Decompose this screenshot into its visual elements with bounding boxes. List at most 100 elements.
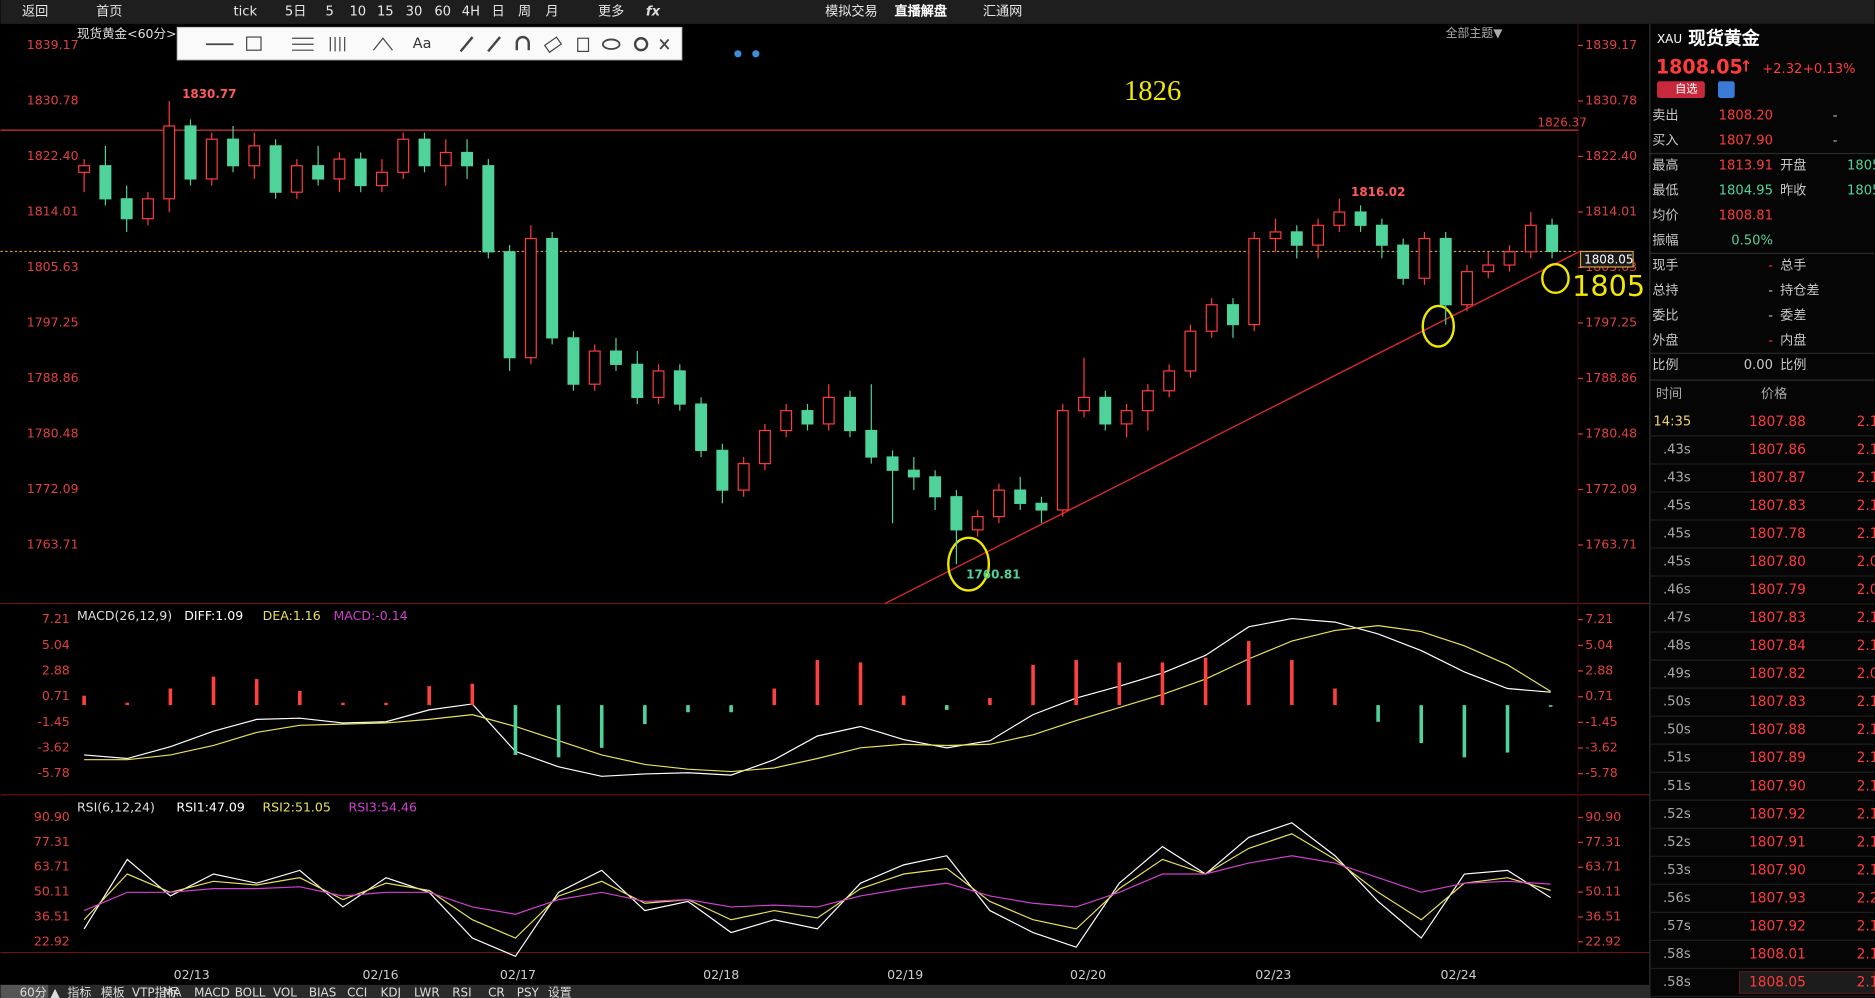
- bottom-tab: CCI: [347, 986, 367, 998]
- y-tick-label: 1839.17: [1585, 37, 1637, 52]
- candle-body: [907, 469, 920, 478]
- bottom-tab: PSY: [517, 986, 540, 998]
- indicator-line: [83, 855, 1551, 915]
- trade-volume: 2.1: [1857, 834, 1875, 850]
- trade-time: .51s: [1663, 751, 1691, 766]
- candle-body: [1439, 237, 1452, 306]
- candle-body: [1056, 410, 1069, 511]
- trade-volume: 2.1: [1857, 946, 1875, 962]
- trade-volume: 2.1: [1857, 414, 1875, 430]
- macd-bar: [1117, 662, 1122, 706]
- quote-cell: 最高: [1652, 156, 1678, 173]
- tool-close[interactable]: [659, 38, 670, 50]
- toolbar-item: 模拟交易: [825, 2, 878, 19]
- toolbar-item: fx: [646, 4, 661, 19]
- macd-bar: [1074, 660, 1078, 706]
- y-tick-label: -1.45: [37, 714, 69, 729]
- tool-magnet[interactable]: [515, 35, 530, 51]
- trade-volume: 2.1: [1857, 470, 1875, 486]
- candle-body: [397, 138, 410, 173]
- candle-body: [269, 145, 282, 193]
- marker-circle: [947, 536, 991, 592]
- macd-bar: [1462, 705, 1467, 758]
- quote-cell: 1805: [1847, 158, 1875, 173]
- candle-body: [695, 403, 708, 451]
- candle-body: [1418, 237, 1431, 279]
- y-tick-label: 1780.48: [1585, 425, 1637, 440]
- candle-body: [78, 165, 91, 173]
- legend-entry: DIFF:1.09: [184, 608, 243, 623]
- y-tick-label: 1788.86: [1585, 370, 1637, 385]
- tool-gann[interactable]: [329, 37, 346, 52]
- trade-time: .43s: [1663, 442, 1691, 457]
- tool-pen[interactable]: [459, 36, 474, 53]
- y-tick-label: -3.62: [1585, 740, 1617, 755]
- trade-volume: 2.0: [1857, 582, 1875, 598]
- quote-cell: 总持: [1652, 282, 1678, 298]
- y-tick-label: 0.71: [42, 688, 70, 703]
- macd-bar: [1031, 664, 1035, 706]
- quote-cell: 开盘: [1780, 156, 1806, 173]
- tab-active: [0, 984, 49, 998]
- candle-body: [822, 396, 835, 425]
- quote-cell: 委比: [1652, 307, 1678, 323]
- bottom-tab-bar: [0, 984, 1650, 998]
- macd-bar: [772, 688, 777, 706]
- high-label: 1830.77: [182, 87, 236, 101]
- marker-circle: [1421, 304, 1456, 348]
- candle-body: [1248, 237, 1261, 326]
- quote-cell: 均价: [1652, 207, 1678, 223]
- candle-body: [1226, 304, 1239, 326]
- tool-brush[interactable]: [487, 36, 501, 53]
- candle-body: [290, 165, 303, 193]
- y-tick-label: 7.21: [1585, 611, 1613, 626]
- trade-price: 1807.86: [1749, 442, 1806, 458]
- legend-entry: RSI2:51.05: [262, 799, 330, 814]
- y-tick-label: 36.51: [34, 908, 70, 923]
- trade-price: 1808.05: [1749, 974, 1806, 990]
- trade-time: 14:35: [1653, 414, 1691, 429]
- tool-rect[interactable]: [246, 36, 262, 51]
- bottom-tab: 指标: [67, 985, 91, 998]
- candle-body: [801, 410, 814, 425]
- trade-time: .58s: [1663, 975, 1691, 990]
- fav-button[interactable]: [1657, 81, 1705, 99]
- trade-volume: 2.1: [1857, 442, 1875, 458]
- fav-label[interactable]: 自选: [1675, 82, 1698, 96]
- tool-pattern[interactable]: [372, 37, 393, 51]
- y-tick-label: 1830.78: [27, 92, 79, 107]
- level-label: 1826.37: [1537, 115, 1586, 129]
- candle-body: [1503, 251, 1516, 266]
- candle-body: [1333, 211, 1346, 226]
- trade-volume: 2.1: [1857, 694, 1875, 710]
- tool-eraser[interactable]: [543, 36, 563, 54]
- tool-font[interactable]: Aa: [413, 36, 432, 52]
- macd-bar: [384, 702, 388, 706]
- trade-price: 1807.80: [1749, 554, 1806, 570]
- y-tick-label: 1814.01: [1585, 203, 1637, 218]
- trade-volume: 2.1: [1857, 806, 1875, 822]
- macd-bar: [1548, 705, 1553, 707]
- y-tick-label: 1772.09: [1585, 481, 1637, 496]
- y-tick-label: 77.31: [34, 834, 70, 849]
- toolbar-item: 更多: [598, 2, 624, 19]
- quote-cell: 现手: [1652, 257, 1678, 273]
- tool-eye[interactable]: [601, 38, 621, 50]
- tool-delete[interactable]: [577, 37, 590, 52]
- trade-volume: 2.1: [1857, 610, 1875, 626]
- toolbar-item: tick: [234, 4, 258, 19]
- candle-body: [992, 489, 1005, 518]
- dot: [734, 50, 742, 58]
- candle-body: [461, 151, 474, 167]
- quote-cell: 1807.90: [1719, 133, 1773, 148]
- candle-body: [780, 410, 793, 432]
- alert-button[interactable]: [1717, 81, 1735, 99]
- y-tick-label: 1805.63: [27, 259, 79, 274]
- y-tick-label: -5.78: [37, 765, 69, 780]
- tool-settings[interactable]: [633, 37, 649, 52]
- y-tick-label: 0.71: [1585, 688, 1613, 703]
- quote-cell: 比例: [1652, 357, 1678, 373]
- quote-cell: 比例: [1780, 357, 1806, 373]
- trade-time: .53s: [1663, 863, 1691, 878]
- candle-body: [354, 158, 367, 187]
